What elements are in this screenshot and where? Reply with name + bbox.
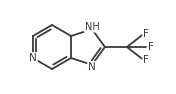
- Text: F: F: [143, 29, 149, 39]
- Text: N: N: [88, 62, 96, 72]
- Text: F: F: [143, 55, 149, 65]
- Text: N: N: [29, 53, 37, 63]
- Text: NH: NH: [85, 22, 99, 32]
- Text: F: F: [148, 42, 154, 52]
